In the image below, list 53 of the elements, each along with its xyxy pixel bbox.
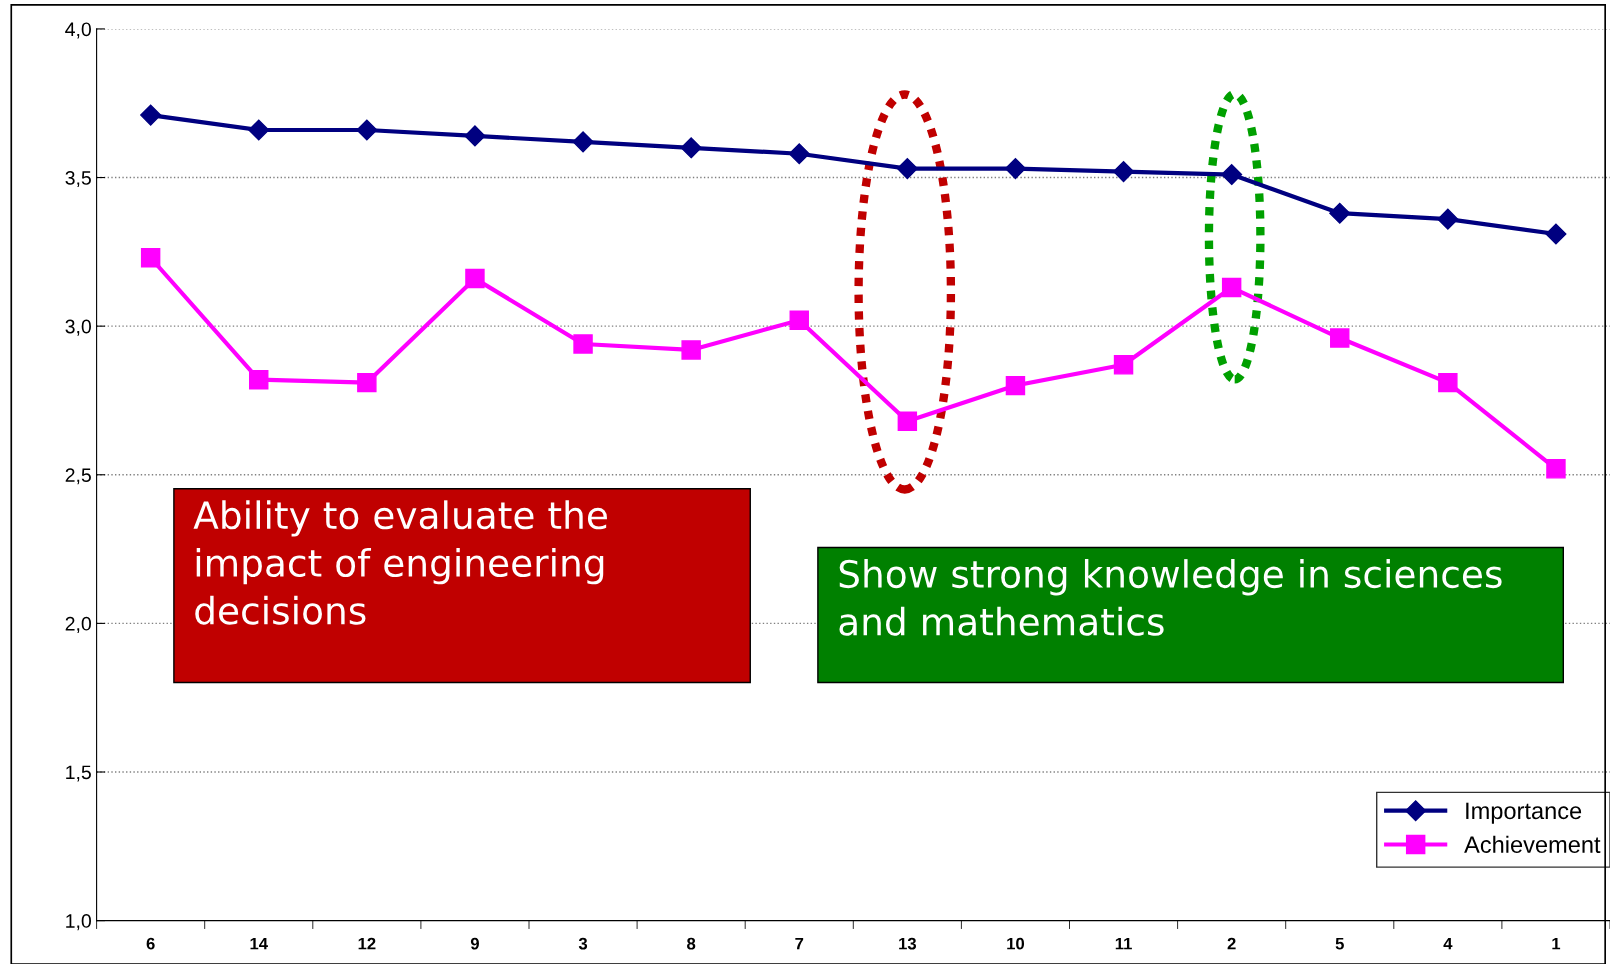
point [1005,375,1026,396]
x-tick-label: 5 [1335,937,1344,950]
x-tick-label: 14 [250,937,268,950]
x-tick-label: 2 [1227,937,1236,950]
point [464,125,486,147]
x-tick-label: 8 [687,937,696,950]
point [1330,328,1350,348]
point [896,158,918,180]
point [140,248,161,268]
annotation: Ability to evaluate the impact of engineering decisions [193,500,607,625]
point [1221,164,1243,186]
x-tick-label: 4 [1443,937,1453,950]
point [680,137,702,159]
x-tick-label: 3 [578,937,588,950]
point [357,372,377,393]
point [140,104,162,126]
point [1221,277,1242,298]
y-tick-label: 1,5 [66,765,91,782]
point [788,143,810,165]
point [897,411,918,431]
point [465,268,485,289]
point [789,310,809,330]
point [356,119,378,141]
point [1004,158,1026,180]
y-tick-label: 4,0 [65,22,91,39]
x-tick-label: 10 [1007,937,1025,950]
legend-label: Achievement [1464,835,1601,854]
point [1329,202,1351,224]
y-tick-label: 3,0 [65,319,91,336]
x-tick-label: 9 [470,937,479,950]
point [1545,223,1567,245]
point [249,369,269,390]
x-tick-label: 1 [1552,937,1561,950]
point [573,334,593,354]
y-tick-label: 2,5 [65,468,91,485]
point [1437,208,1459,230]
point [572,131,594,153]
point [1113,355,1134,375]
point [681,340,701,360]
x-tick-label: 6 [146,937,155,950]
point [248,119,270,141]
point [1546,459,1566,479]
point [1438,372,1458,393]
x-tick-label: 11 [1115,937,1132,950]
y-tick-label: 3,5 [65,171,91,188]
y-tick-label: 1,0 [66,914,91,931]
legend-label: Importance [1466,802,1582,824]
x-tick-label: 12 [358,937,376,950]
point [1113,161,1135,183]
x-tick-label: 13 [899,937,917,950]
annotation: Show strong knowledge in sciences and mathematics [839,559,1502,636]
x-tick-label: 7 [795,937,804,950]
y-tick-label: 2,0 [65,616,91,633]
